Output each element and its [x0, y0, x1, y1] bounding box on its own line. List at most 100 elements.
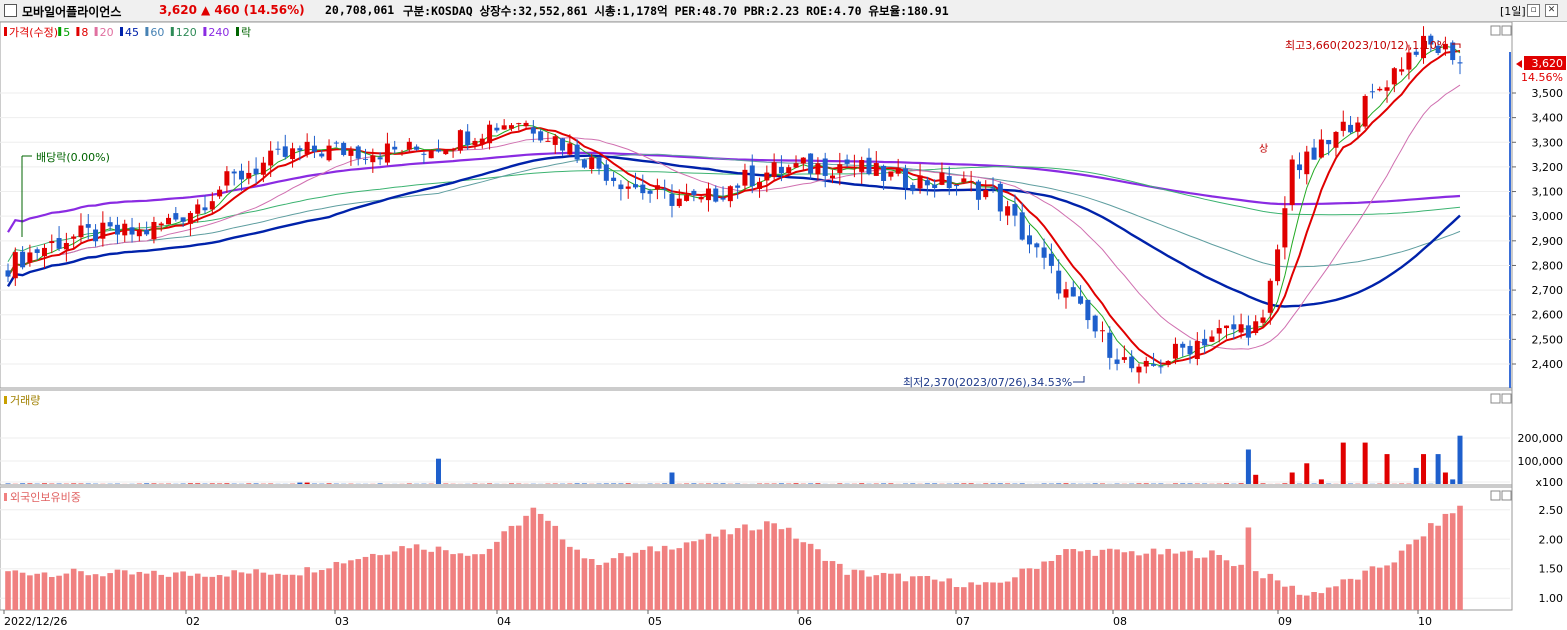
volume-bar	[1442, 472, 1448, 484]
candle-body	[341, 142, 347, 155]
restore-icon[interactable]: ▫	[1527, 4, 1540, 17]
volume-panel-close-icon[interactable]	[1501, 393, 1512, 404]
volume-bar	[581, 483, 587, 484]
foreign-bar	[27, 575, 33, 610]
foreign-bar	[501, 531, 507, 610]
legend-swatch	[236, 27, 239, 36]
volume-bar	[5, 483, 11, 484]
foreign-panel-maximize-icon[interactable]	[1490, 490, 1501, 501]
volume-tick-label: x100	[1535, 476, 1563, 489]
price-tick-label: 2,800	[1532, 259, 1564, 272]
panel-maximize-icon[interactable]	[1490, 25, 1501, 36]
candle-body	[778, 166, 784, 174]
foreign-bar	[238, 572, 245, 610]
foreign-bar	[158, 574, 165, 610]
foreign-bar	[399, 546, 405, 610]
foreign-bar	[1435, 525, 1441, 610]
candle-body	[932, 184, 938, 188]
volume-bar	[924, 483, 930, 484]
foreign-bar	[888, 573, 894, 610]
volume-bar	[1260, 483, 1266, 484]
foreign-bar	[851, 569, 858, 610]
foreign-bar	[639, 549, 646, 610]
volume-bar	[815, 483, 821, 484]
candle-body	[574, 144, 580, 160]
foreign-bar	[100, 576, 106, 610]
candle-body	[552, 136, 558, 145]
candle-body	[771, 162, 777, 178]
foreign-bar	[129, 574, 135, 610]
panel-close-icon[interactable]	[1501, 25, 1512, 36]
candle-body	[1019, 212, 1025, 240]
volume-bar	[304, 482, 310, 484]
foreign-bar	[340, 563, 347, 610]
candle-body	[902, 168, 908, 189]
candle-body	[1085, 299, 1091, 321]
foreign-bar	[1106, 548, 1113, 610]
volume-bar	[1362, 442, 1368, 484]
foreign-bar	[931, 579, 938, 610]
candle-body	[1289, 159, 1295, 205]
foreign-bar	[567, 546, 573, 610]
foreign-bar	[961, 587, 967, 610]
current-price: 3,620	[159, 3, 197, 17]
foreign-ownership-bars	[5, 505, 1463, 610]
candle-body	[166, 217, 172, 225]
candle-body	[1282, 208, 1288, 248]
foreign-bar	[421, 549, 427, 610]
candle-body	[217, 189, 223, 197]
candle-body	[742, 169, 748, 186]
candle-body	[735, 185, 741, 188]
candle-body	[1172, 343, 1178, 359]
close-icon[interactable]: ✕	[1545, 4, 1558, 17]
foreign-bar	[1026, 568, 1033, 610]
legend-label: 45	[125, 26, 139, 39]
date-tick-label: 07	[956, 615, 970, 628]
candle-body	[290, 148, 296, 160]
candle-body	[997, 183, 1003, 212]
price-tick-label: 3,400	[1532, 112, 1564, 125]
candle-body	[961, 178, 967, 183]
candle-body	[180, 217, 186, 222]
volume-bar	[20, 483, 26, 484]
date-tick-label: 06	[798, 615, 812, 628]
foreign-bar	[92, 574, 99, 610]
candle-body	[450, 148, 456, 151]
foreign-bar	[187, 575, 194, 610]
volume-bar	[990, 483, 996, 484]
candle-body	[1391, 68, 1397, 85]
candle-body	[1369, 91, 1375, 93]
stock-info: 구분:KOSDAQ 상장수:32,552,861 시총:1,178억 PER:4…	[403, 4, 949, 18]
foreign-bar	[632, 552, 639, 610]
foreign-bar	[63, 573, 70, 610]
candle-body	[1114, 359, 1120, 364]
candle-body	[56, 238, 62, 249]
price-tick-label: 2,500	[1532, 333, 1564, 346]
candle-body	[516, 123, 522, 125]
candle-body	[1151, 364, 1157, 366]
volume-bar	[1304, 463, 1310, 484]
candle-body	[209, 201, 215, 210]
foreign-bar	[1245, 527, 1252, 610]
foreign-panel-close-icon[interactable]	[1501, 490, 1512, 501]
volume-bar	[377, 483, 383, 484]
candle-body	[523, 122, 529, 127]
foreign-bar	[78, 571, 84, 610]
period-selector[interactable]: [1일]	[1500, 5, 1526, 18]
select-checkbox[interactable]	[4, 4, 17, 17]
foreign-bar	[1398, 550, 1405, 610]
candle-body	[581, 159, 587, 168]
candle-body	[49, 241, 55, 244]
volume-bar	[1421, 454, 1427, 484]
volume-bar	[187, 483, 193, 484]
candle-body	[1129, 356, 1135, 369]
foreign-bar	[1041, 561, 1047, 610]
foreign-bar	[676, 548, 683, 610]
foreign-bar	[596, 564, 602, 610]
candle-body	[859, 160, 865, 172]
candle-body	[173, 213, 179, 220]
candle-body	[895, 167, 901, 174]
candle-body	[122, 223, 128, 236]
volume-panel-maximize-icon[interactable]	[1490, 393, 1501, 404]
legend-label: 20	[100, 26, 114, 39]
